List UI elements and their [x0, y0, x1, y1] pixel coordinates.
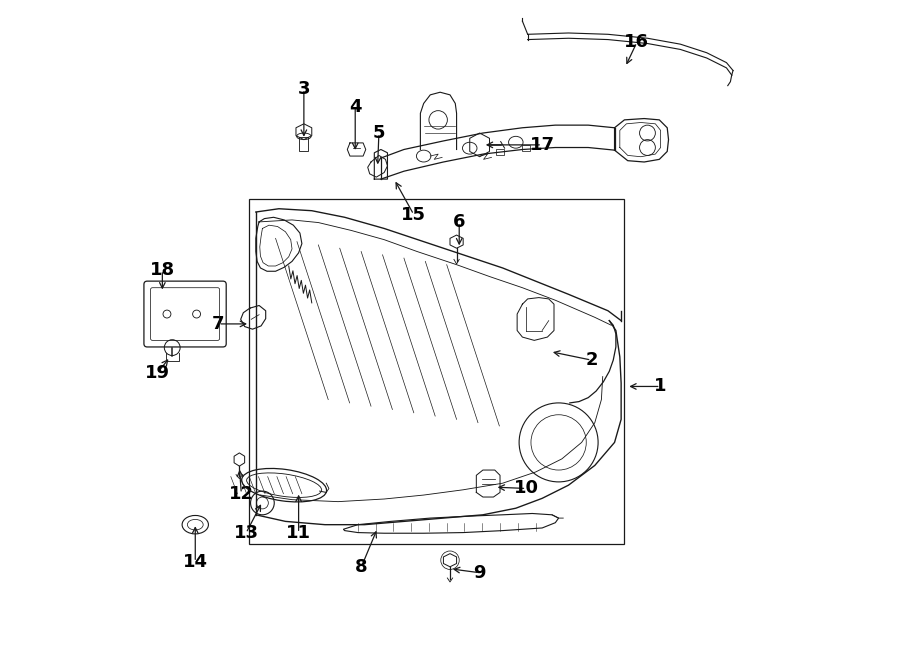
Text: 18: 18: [149, 261, 175, 279]
Text: 12: 12: [229, 485, 254, 503]
Text: 1: 1: [654, 377, 667, 395]
Bar: [300, 137, 309, 151]
Text: 7: 7: [212, 315, 225, 333]
Text: 3: 3: [298, 80, 310, 98]
Text: 16: 16: [625, 33, 650, 51]
Text: 19: 19: [145, 364, 169, 382]
Text: 10: 10: [514, 479, 539, 498]
Text: 13: 13: [233, 524, 258, 542]
Bar: [496, 149, 504, 155]
Text: 14: 14: [183, 553, 208, 571]
Text: 2: 2: [585, 351, 598, 369]
Text: 17: 17: [530, 136, 554, 154]
Text: 9: 9: [473, 564, 486, 582]
Text: 8: 8: [355, 559, 367, 576]
Text: 15: 15: [401, 206, 427, 223]
Bar: [522, 145, 530, 151]
Text: 11: 11: [286, 524, 311, 542]
Text: 5: 5: [373, 124, 385, 142]
Text: 6: 6: [453, 213, 465, 231]
Text: 4: 4: [349, 98, 362, 116]
Bar: [249, 199, 625, 545]
